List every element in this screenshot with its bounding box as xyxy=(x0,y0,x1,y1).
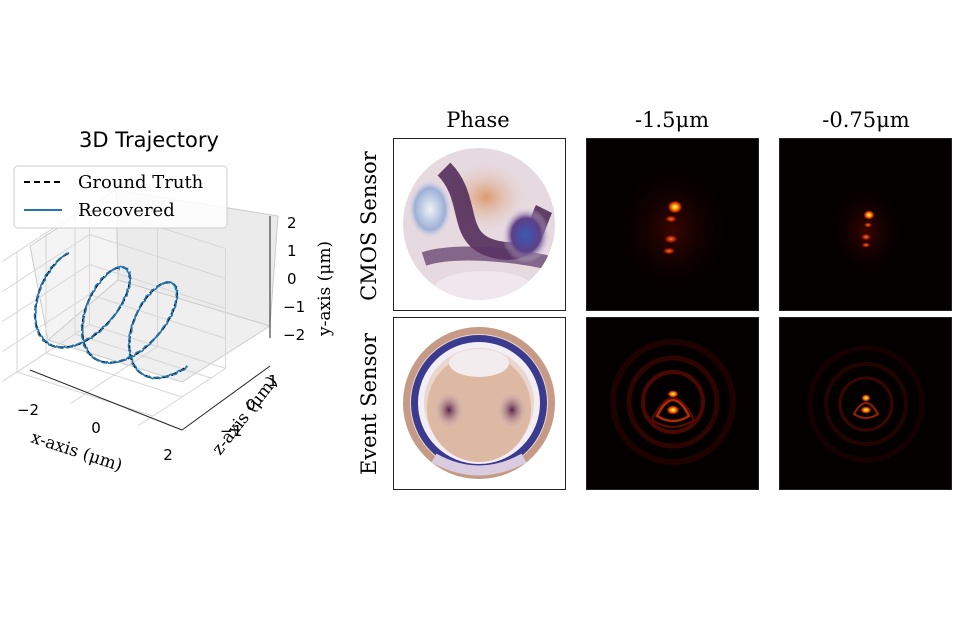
x-tick-label: −2 xyxy=(17,401,39,419)
column-title-phase: Phase xyxy=(446,108,510,132)
phase-map-cmos xyxy=(393,138,566,311)
z-tick-label: 0 xyxy=(246,396,256,414)
column-title-defocus-2: -0.75μm xyxy=(822,108,910,132)
y-tick-label: −1 xyxy=(283,298,305,316)
trajectory-3d-plot: 3D Trajectory −2 0 2 2 1 0 −1 −2 1 0 −1 … xyxy=(2,128,335,476)
x-axis-label: x-axis (μm) xyxy=(28,428,124,476)
legend-ground-truth-label: Ground Truth xyxy=(78,172,204,193)
legend: Ground Truth Recovered xyxy=(13,165,228,229)
psf-event-defocus-1 xyxy=(586,317,759,490)
y-axis-label: y-axis (μm) xyxy=(315,241,335,337)
z-axis-label: z-axis (μm) xyxy=(208,372,282,459)
z-tick-label: −1 xyxy=(220,422,242,440)
recovered-trajectory xyxy=(33,252,188,380)
psf-cmos-defocus-1 xyxy=(586,138,759,311)
trajectory-title: 3D Trajectory xyxy=(79,128,219,152)
axes-edges xyxy=(29,216,271,431)
z-tick-label: 1 xyxy=(268,372,278,390)
psf-cmos-defocus-2 xyxy=(779,138,952,311)
x-tick-label: 0 xyxy=(91,419,101,437)
y-tick-label: −2 xyxy=(283,326,305,344)
column-title-defocus-1: -1.5μm xyxy=(634,108,710,132)
x-tick-label: 2 xyxy=(163,446,173,464)
phase-map-event xyxy=(393,317,566,490)
y-tick-label: 2 xyxy=(287,214,297,232)
y-tick-label: 0 xyxy=(287,270,297,288)
row-label-event: Event Sensor xyxy=(357,332,381,476)
trajectory-curves xyxy=(33,252,189,380)
axes-grid xyxy=(2,204,226,426)
legend-recovered-label: Recovered xyxy=(78,200,175,221)
psf-event-defocus-2 xyxy=(779,317,952,490)
y-tick-label: 1 xyxy=(287,242,297,260)
row-label-cmos: CMOS Sensor xyxy=(357,151,381,301)
